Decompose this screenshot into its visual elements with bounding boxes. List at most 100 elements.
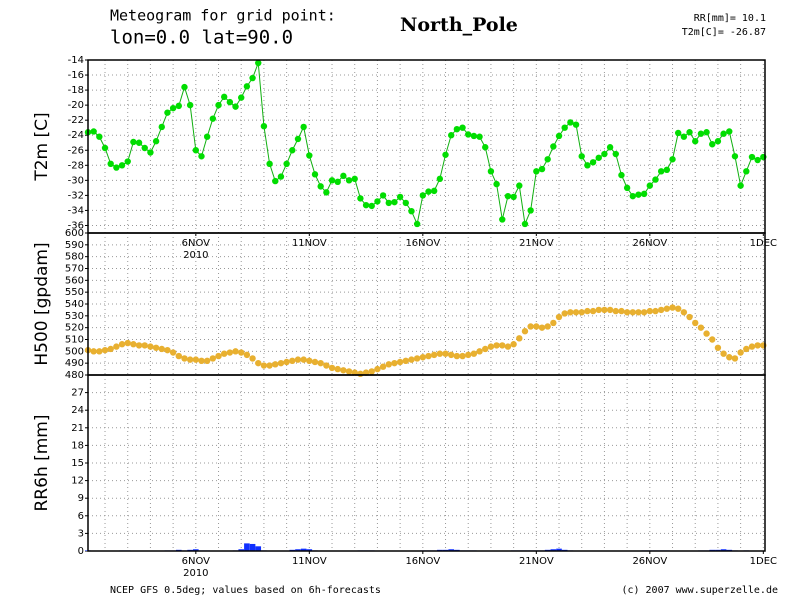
temperature-point (340, 172, 347, 180)
temperature-point (612, 150, 619, 158)
temperature-point (555, 132, 563, 140)
height-point (527, 323, 534, 330)
temperature-point (351, 175, 358, 183)
height-point (538, 324, 546, 331)
height-point (692, 319, 699, 327)
height-point (448, 351, 455, 359)
panel-frame (87, 374, 766, 552)
y-tick-label: 500 (65, 346, 84, 357)
height-point (272, 361, 279, 368)
height-point (516, 335, 523, 342)
temperature-point (436, 175, 444, 183)
caption: Meteogram for grid point: (110, 7, 336, 25)
precip-bar (306, 549, 313, 551)
temperature-point (652, 176, 659, 183)
temperature-point (289, 147, 296, 154)
height-point (141, 342, 148, 349)
y-tick-label: -24 (68, 130, 84, 141)
height-point (135, 342, 143, 349)
height-point (266, 362, 273, 369)
source: NCEP GFS 0.5deg; values based on 6h-fore… (110, 585, 381, 596)
temperature-point (589, 159, 597, 166)
height-point (430, 351, 438, 359)
x-tick-label: 6NOV (182, 238, 211, 249)
height-point (164, 346, 171, 354)
height-point (169, 349, 177, 356)
height-point (555, 313, 563, 321)
height-point (368, 368, 375, 375)
height-point (470, 350, 478, 357)
height-point (277, 359, 285, 367)
temperature-point (396, 193, 404, 201)
y-tick-label: 15 (71, 458, 84, 469)
temperature-point (584, 162, 591, 169)
temperature-point (578, 153, 585, 160)
temperature-point (408, 207, 415, 215)
temperature-point (203, 133, 211, 140)
temperature-point (135, 139, 143, 146)
temperature-point (459, 124, 466, 131)
temperature-point (493, 180, 500, 188)
temperature-point (186, 101, 194, 109)
y-tick-label: -22 (68, 115, 84, 126)
location: lon=0.0 lat=90.0 (110, 27, 293, 49)
x-tick-label: 11NOV (292, 556, 327, 567)
temperature-point (255, 59, 262, 67)
x-tick-label: 26NOV (632, 238, 667, 249)
temperature-point (402, 199, 409, 207)
height-point (101, 346, 109, 354)
temperature-point (663, 166, 671, 174)
y-axis-title: H500 [gpdam] (32, 242, 52, 365)
temperature-point (249, 74, 256, 82)
height-point (391, 359, 398, 367)
height-point (635, 309, 642, 316)
height-point (618, 307, 625, 315)
temperature-point (306, 152, 313, 159)
temperature-point (198, 153, 205, 160)
y-tick-label: -32 (68, 190, 84, 201)
temperature-point (686, 129, 693, 136)
height-point (238, 349, 245, 356)
y-tick-label: 550 (65, 287, 84, 298)
station: North_Pole (400, 14, 518, 36)
height-point (669, 304, 676, 311)
temperature-point (453, 126, 461, 133)
height-point (255, 359, 262, 367)
temperature-point (561, 124, 568, 131)
temperature-point (640, 190, 648, 198)
temperature-point (243, 83, 251, 90)
temperature-point (96, 133, 103, 140)
height-point (323, 362, 330, 369)
y-tick-label: 18 (71, 440, 84, 451)
height-point (192, 356, 200, 363)
t2m-value: T2m[C]= -26.87 (682, 27, 766, 38)
height-point (385, 361, 392, 368)
height-point (226, 349, 234, 356)
temperature-point (385, 199, 392, 207)
height-point (186, 356, 194, 363)
height-point (124, 339, 131, 347)
height-point (425, 352, 432, 360)
temperature-point (606, 144, 614, 151)
height-point (249, 355, 256, 362)
precip-bar (295, 549, 301, 551)
temperature-point (272, 177, 279, 185)
height-point (158, 345, 165, 353)
precip-bar (550, 549, 557, 551)
height-point (731, 355, 739, 362)
temperature-point (465, 131, 472, 138)
temperature-point (635, 191, 642, 198)
height-point (413, 355, 421, 362)
height-point (510, 341, 517, 348)
x-tick-label: 26NOV (632, 556, 667, 567)
height-point (362, 369, 370, 376)
height-point (351, 369, 358, 376)
temperature-point (482, 144, 489, 151)
temperature-point (448, 132, 455, 139)
height-point (209, 355, 217, 362)
y-tick-label: 0 (78, 546, 84, 557)
temperature-point (692, 138, 699, 145)
y-tick-label: -18 (68, 85, 84, 96)
height-point (703, 330, 710, 337)
